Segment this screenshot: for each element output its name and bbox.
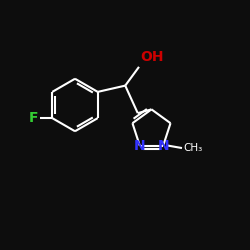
Text: CH₃: CH₃ bbox=[183, 143, 203, 153]
Text: OH: OH bbox=[140, 50, 164, 64]
Text: F: F bbox=[28, 111, 38, 125]
Text: N: N bbox=[134, 138, 145, 152]
Text: N: N bbox=[158, 138, 169, 152]
